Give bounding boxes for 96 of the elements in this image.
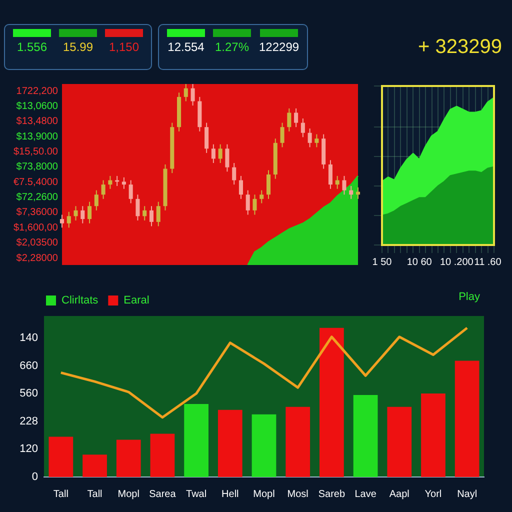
candlestick: [314, 134, 319, 148]
candlestick: [128, 180, 133, 204]
x-tick-label: Mopl: [118, 488, 140, 500]
x-tick-label: Aapl: [389, 488, 410, 500]
text: $72,2600: [16, 192, 58, 204]
bar: [48, 436, 74, 477]
bar: [421, 394, 446, 477]
text: $73,8000: [16, 162, 58, 173]
candlestick: [225, 144, 230, 172]
bar: [82, 454, 107, 477]
candlestick: [349, 185, 354, 200]
candlestick: [356, 186, 360, 200]
candlestick: [115, 175, 120, 186]
x-tick-label: 10 .200: [440, 256, 474, 268]
text: 15.99: [62, 40, 94, 54]
legend-label: Clirltats: [62, 294, 99, 307]
text: $15,50.00: [14, 146, 58, 158]
candlestick: [136, 194, 140, 221]
text: 660: [20, 360, 38, 372]
candlestick: [74, 206, 78, 221]
candlestick: [218, 144, 222, 164]
x-tick-label: 11 .60: [474, 256, 502, 268]
candlestick: [260, 190, 264, 204]
bar: [286, 406, 310, 477]
candlestick: [184, 84, 188, 102]
text: 560: [20, 388, 38, 400]
candlestick: [246, 190, 250, 216]
candlestick: [308, 128, 312, 148]
x-tick-label: Lave: [354, 488, 377, 500]
candlestick: [294, 108, 298, 128]
text: 0: [32, 471, 38, 484]
candlestick: [94, 190, 98, 211]
text: 122299: [259, 40, 300, 54]
bar: [116, 440, 141, 477]
text: + 323299: [418, 36, 503, 58]
text: $2,28000: [16, 252, 58, 264]
candlestick: [122, 176, 126, 190]
candlestick: [266, 170, 271, 200]
bar: [218, 410, 242, 477]
text: $13,4800: [16, 116, 58, 128]
candlestick: [101, 180, 106, 200]
text: $1,600,00: [14, 222, 58, 234]
candlestick: [211, 144, 216, 164]
text: $13,9000: [16, 131, 58, 142]
candlestick: [88, 201, 92, 224]
x-tick-label: Hell: [222, 488, 239, 500]
text: $7,36000: [16, 207, 58, 218]
candlestick: [342, 175, 346, 196]
text: 12.554: [168, 40, 204, 54]
x-tick-label: Yorl: [424, 488, 442, 500]
text: 1.27%: [214, 40, 250, 54]
bar: [454, 360, 480, 477]
text: 228: [20, 415, 38, 428]
candlestick: [142, 206, 147, 221]
candlestick: [280, 122, 284, 148]
text: 1722,200: [16, 86, 58, 97]
x-tick-label: Sareb: [318, 488, 346, 500]
candlestick: [328, 160, 332, 190]
x-tick-label: Nayl: [457, 488, 478, 500]
bar: [184, 404, 208, 477]
candlestick: [238, 175, 243, 200]
candlestick: [80, 206, 85, 224]
text: €7.5,4000: [14, 176, 58, 188]
bar: [387, 406, 412, 477]
text: $2,03500: [16, 238, 58, 249]
text: 1.556: [16, 40, 48, 54]
candlestick: [300, 118, 305, 138]
candlestick: [335, 175, 340, 190]
x-tick-label: 10 60: [406, 256, 432, 268]
bar: [150, 434, 175, 477]
candlestick: [252, 194, 257, 216]
text: $13,0600: [16, 100, 58, 112]
text: Play: [458, 291, 480, 304]
candlestick: [66, 211, 71, 228]
candlestick: [287, 108, 292, 132]
candlestick: [190, 84, 195, 106]
legend-label: Earal: [124, 294, 150, 307]
x-tick-label: Mosl: [287, 488, 308, 500]
bar: [353, 395, 378, 477]
x-tick-label: Tall: [53, 488, 68, 500]
text: 120: [20, 443, 38, 456]
x-tick-label: 1 50: [372, 256, 392, 268]
bar: [252, 414, 276, 477]
bar: [320, 328, 344, 477]
x-tick-label: Mopl: [253, 488, 275, 500]
candlestick: [60, 214, 64, 228]
x-tick-label: Sarea: [149, 488, 176, 500]
x-tick-label: Tall: [87, 488, 102, 500]
candlestick: [204, 122, 209, 154]
text: 1,150: [108, 40, 140, 54]
text: 140: [20, 332, 38, 344]
candlestick: [108, 175, 112, 190]
candlestick: [149, 206, 154, 227]
x-tick-label: Twal: [186, 488, 207, 500]
candlestick: [232, 162, 236, 186]
candlestick: [156, 201, 160, 227]
